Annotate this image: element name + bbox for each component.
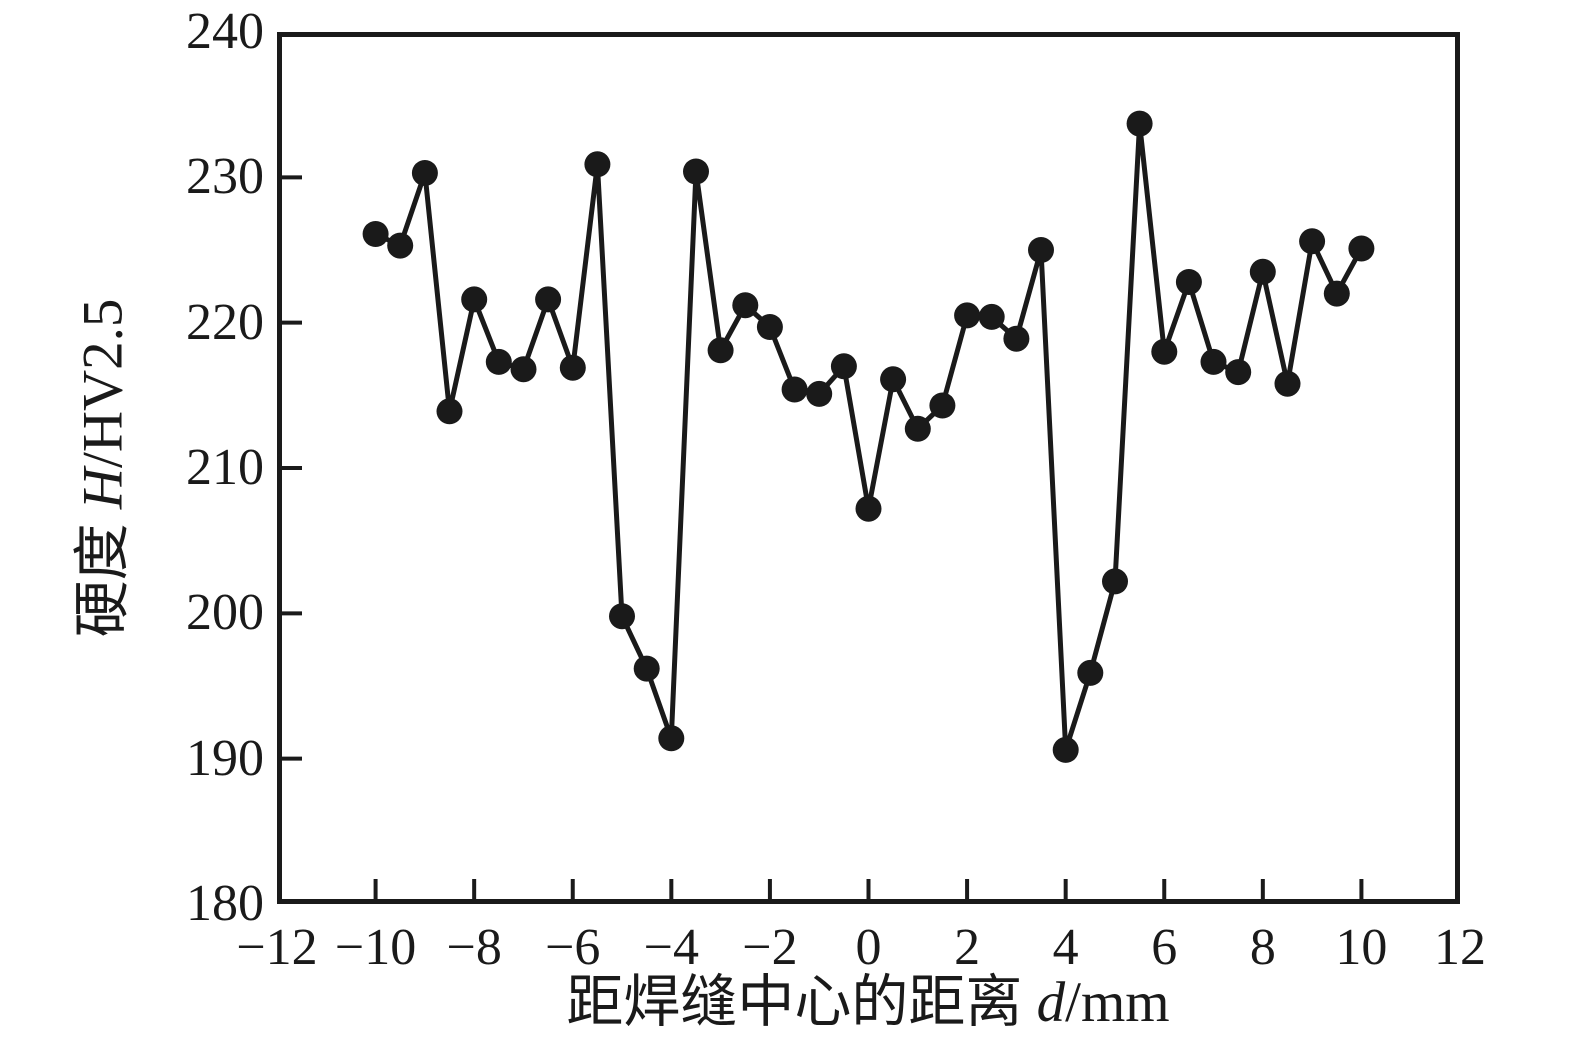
data-point-marker — [1200, 348, 1227, 375]
x-tick-label: 4 — [1052, 919, 1079, 976]
x-tick-label: −2 — [742, 919, 798, 976]
data-point-marker — [1175, 269, 1202, 295]
y-tick-label: 180 — [186, 875, 264, 932]
x-tick-label: −4 — [643, 919, 699, 976]
y-tick-label: 210 — [186, 439, 264, 496]
data-point-marker — [609, 603, 635, 630]
data-point-marker — [732, 292, 759, 319]
y-tick-label: 190 — [186, 729, 264, 787]
data-point-marker — [904, 415, 931, 442]
data-point-marker — [510, 356, 537, 383]
x-tick-label: 6 — [1151, 919, 1178, 976]
x-tick-label: −12 — [236, 919, 318, 976]
y-axis-title: 硬度 H/HV2.5 — [71, 298, 136, 638]
x-tick-label: 10 — [1335, 919, 1388, 976]
y-tick-label: 220 — [186, 293, 264, 351]
x-tick-label: 8 — [1249, 919, 1276, 976]
data-point-marker — [658, 725, 685, 752]
y-axis-symbol: H — [71, 468, 135, 510]
y-tick-label: 200 — [186, 584, 264, 642]
data-point-marker — [1225, 359, 1252, 386]
data-point-marker — [1077, 659, 1104, 686]
data-point-marker — [1102, 568, 1128, 595]
y-axis-unit: /HV2.5 — [71, 298, 135, 468]
data-point-marker — [362, 221, 389, 247]
data-point-marker — [1249, 258, 1276, 285]
data-point-marker — [584, 151, 611, 178]
data-point-marker — [1151, 338, 1178, 365]
x-axis-symbol: d — [1036, 971, 1066, 1034]
data-point-marker — [1003, 325, 1030, 352]
data-point-marker — [978, 303, 1005, 330]
x-tick-label: 2 — [954, 919, 981, 976]
data-point-marker — [954, 302, 981, 329]
data-point-marker — [535, 286, 562, 313]
data-point-marker — [1126, 110, 1153, 137]
plot-border — [277, 32, 1460, 904]
data-point-marker — [707, 337, 734, 364]
x-axis-unit: /mm — [1065, 971, 1170, 1034]
x-tick-label: −10 — [334, 919, 417, 976]
data-point-marker — [830, 353, 857, 380]
data-point-marker — [461, 286, 488, 313]
x-axis-title: 距焊缝中心的距离 d/mm — [566, 971, 1170, 1035]
x-tick-label: 0 — [855, 919, 882, 976]
data-point-marker — [781, 376, 808, 403]
data-point-marker — [436, 398, 463, 425]
x-tick-label: 12 — [1434, 919, 1486, 976]
data-point-marker — [806, 380, 833, 407]
data-point-marker — [855, 495, 882, 522]
y-tick-label: 230 — [186, 148, 264, 206]
data-point-marker — [633, 655, 660, 682]
data-point-marker — [1052, 736, 1079, 763]
y-axis-title-text: 硬度 — [71, 509, 135, 638]
data-point-marker — [411, 160, 438, 186]
data-point-marker — [929, 392, 956, 419]
data-point-marker — [1323, 280, 1350, 307]
data-point-marker — [683, 158, 709, 185]
data-point-marker — [559, 354, 586, 381]
data-point-marker — [485, 348, 512, 375]
x-axis-title-text: 距焊缝中心的距离 — [566, 971, 1037, 1034]
data-point-marker — [1274, 370, 1301, 397]
data-point-marker — [1348, 235, 1375, 262]
data-point-marker — [880, 366, 907, 393]
y-tick-label: 240 — [186, 3, 264, 60]
x-tick-label: −6 — [545, 919, 601, 976]
x-tick-label: −8 — [446, 919, 502, 976]
data-point-marker — [1299, 228, 1326, 255]
data-point-marker — [1028, 237, 1054, 263]
plot-area — [277, 32, 1460, 904]
series-line — [373, 121, 1364, 753]
data-point-marker — [387, 232, 414, 259]
data-point-marker — [756, 314, 783, 340]
